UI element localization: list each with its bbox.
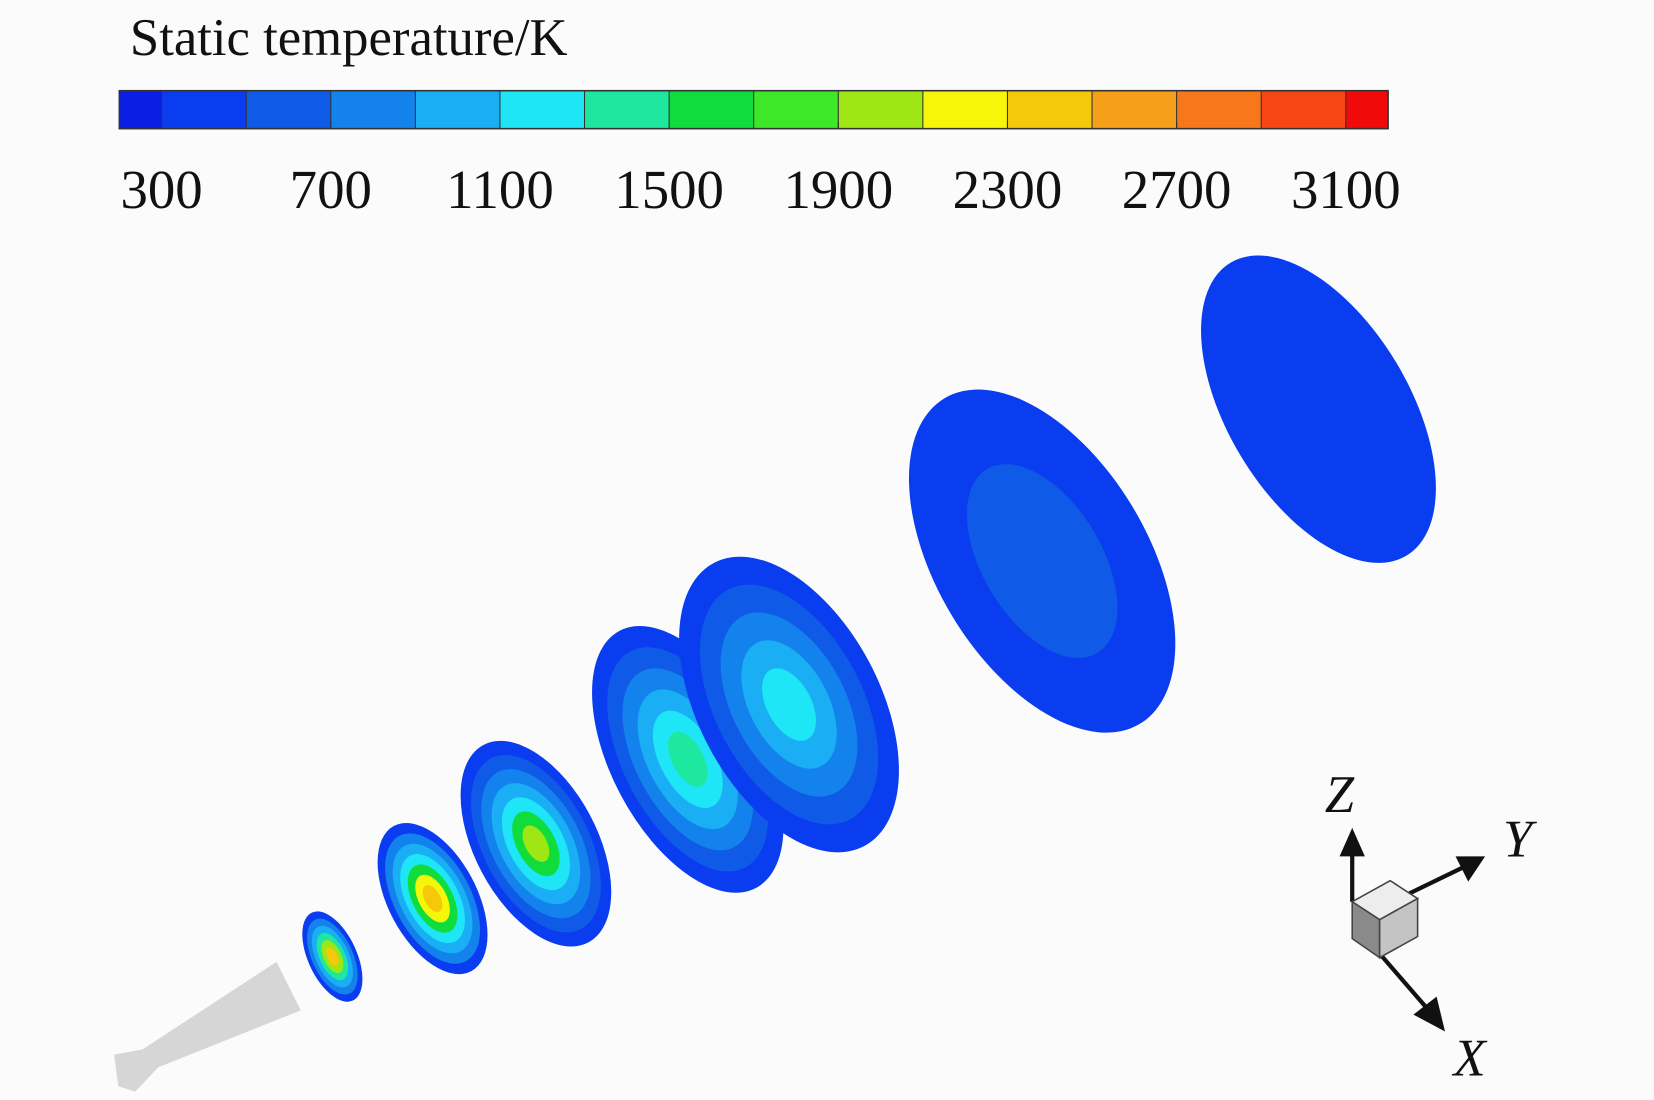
- colorbar-tick-label: 2700: [1122, 159, 1232, 220]
- x-label: X: [1451, 1030, 1487, 1088]
- z-arrow: [1339, 827, 1365, 857]
- colorbar-frame: [118, 89, 1389, 130]
- colorbar-tick-label: 2300: [953, 159, 1063, 220]
- colorbar-segment: [119, 90, 162, 129]
- slice-contour: [1201, 255, 1436, 563]
- colorbar-tick-label: 300: [120, 159, 202, 220]
- x-arrow: [1413, 996, 1446, 1032]
- colorbar-tick-label: 3100: [1291, 159, 1401, 220]
- slice-contour: [668, 731, 708, 787]
- colorbar-segment: [1007, 90, 1093, 129]
- colorbar-title: Static temperature/K: [130, 9, 568, 67]
- slice-contour: [522, 825, 550, 863]
- cube-right: [1378, 897, 1419, 959]
- colorbar-tick-label: 1900: [783, 159, 893, 220]
- colorbar-segment: [1092, 90, 1177, 129]
- colorbar-segment: [1176, 90, 1262, 129]
- colorbar-segment: [499, 90, 585, 129]
- z-label: Z: [1325, 766, 1355, 824]
- slice-contour: [422, 885, 443, 913]
- colorbar-segment: [838, 90, 923, 129]
- y-label: Y: [1503, 810, 1537, 868]
- axis-triad: [1339, 827, 1486, 1032]
- slice-contour: [762, 668, 816, 741]
- y-arrow: [1455, 856, 1486, 882]
- colorbar-segment: [922, 90, 1008, 129]
- colorbar-segment: [161, 90, 247, 129]
- colorbar-segment: [669, 90, 754, 129]
- nozzle: [114, 961, 301, 1092]
- colorbar-segment: [753, 90, 839, 129]
- colorbar-segment: [584, 90, 670, 129]
- colorbar-segment: [246, 90, 331, 129]
- colorbar: 300 700 1100 1500 1900 2300 2700 3100: [118, 89, 1401, 220]
- slice-contour: [966, 464, 1118, 659]
- slice-contour: [326, 947, 339, 966]
- colorbar-segment: [330, 90, 416, 129]
- colorbar-segment: [1345, 90, 1389, 129]
- colorbar-tick-label: 700: [290, 159, 372, 220]
- colorbar-segment: [415, 90, 500, 129]
- colorbar-tick-label: 1100: [446, 159, 554, 220]
- colorbar-segment: [1261, 90, 1346, 129]
- colorbar-tick-label: 1500: [614, 159, 724, 220]
- temperature-slices: [302, 255, 1436, 1002]
